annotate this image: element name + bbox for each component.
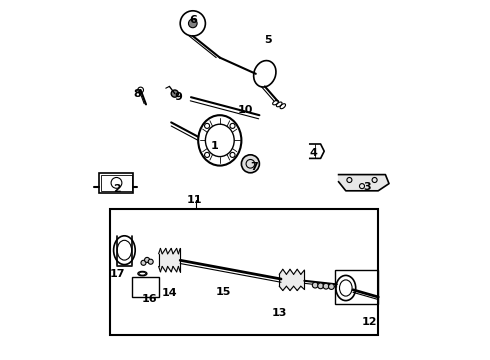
Text: 1: 1 <box>211 141 218 151</box>
Bar <box>99 173 133 193</box>
Text: 6: 6 <box>189 15 197 25</box>
Text: 2: 2 <box>113 184 121 194</box>
Circle shape <box>148 259 153 264</box>
Circle shape <box>312 282 318 288</box>
Text: 11: 11 <box>187 195 202 205</box>
Text: 12: 12 <box>362 317 377 327</box>
Text: 17: 17 <box>109 269 125 279</box>
Circle shape <box>189 19 197 28</box>
Text: 13: 13 <box>271 308 287 318</box>
Polygon shape <box>339 175 389 191</box>
Circle shape <box>318 283 323 289</box>
Text: 8: 8 <box>133 89 141 99</box>
Bar <box>132 277 159 297</box>
Text: 7: 7 <box>250 162 258 172</box>
Circle shape <box>141 260 146 265</box>
Text: 9: 9 <box>174 92 182 102</box>
Text: 10: 10 <box>237 105 253 115</box>
Circle shape <box>328 284 334 289</box>
Text: 16: 16 <box>142 294 157 304</box>
Text: 14: 14 <box>162 288 177 298</box>
Circle shape <box>323 283 329 289</box>
Text: 4: 4 <box>310 148 318 158</box>
Text: 5: 5 <box>265 35 272 45</box>
Circle shape <box>242 155 259 173</box>
Bar <box>110 209 378 335</box>
Circle shape <box>145 257 149 262</box>
Bar <box>335 270 378 304</box>
Text: 15: 15 <box>216 287 231 297</box>
Circle shape <box>171 90 178 97</box>
Text: 3: 3 <box>364 182 371 192</box>
Bar <box>101 175 132 191</box>
